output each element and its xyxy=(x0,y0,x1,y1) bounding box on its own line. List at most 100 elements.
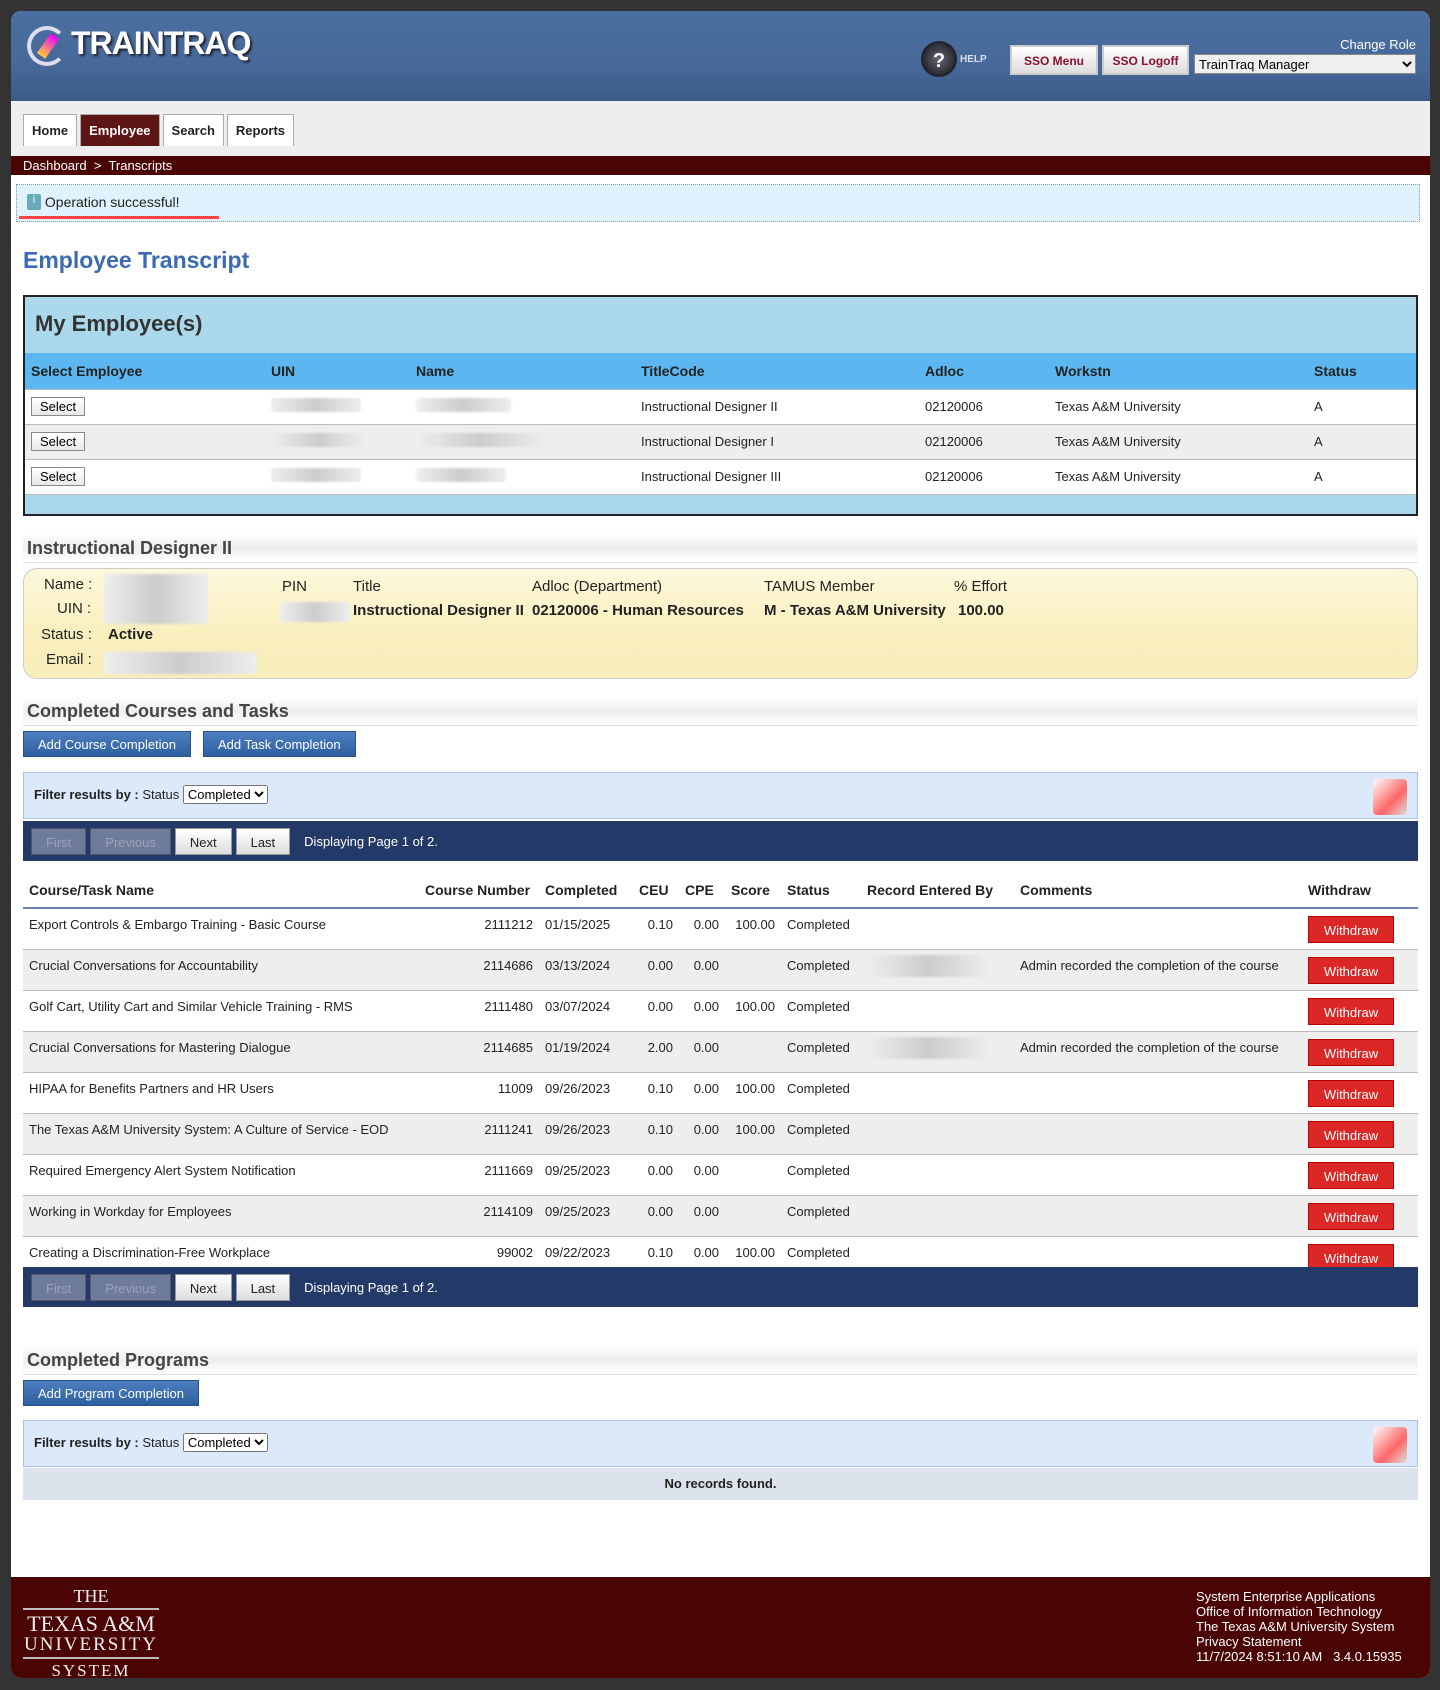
pin-label: PIN xyxy=(282,578,308,595)
withdraw-button[interactable]: Withdraw xyxy=(1308,956,1394,984)
withdraw-button[interactable]: Withdraw xyxy=(1308,997,1394,1025)
col-course-number: Course Number xyxy=(419,873,539,909)
comments xyxy=(1014,1112,1302,1154)
course-row: The Texas A&M University System: A Cultu… xyxy=(23,1112,1418,1154)
last-button[interactable]: Last xyxy=(235,827,291,855)
col-titlecode: TitleCode xyxy=(635,353,919,389)
last-button[interactable]: Last xyxy=(235,1273,291,1301)
footer-version: 3.4.0.15935 xyxy=(1333,1649,1402,1664)
course-status: Completed xyxy=(781,1153,861,1195)
withdraw-cell: Withdraw xyxy=(1302,1112,1418,1154)
pager-bottom: First Previous Next Last Displaying Page… xyxy=(23,1267,1418,1307)
employee-row: Select Instructional Designer I 02120006… xyxy=(25,423,1416,459)
tab-employee[interactable]: Employee xyxy=(80,114,160,146)
col-adloc: Adloc xyxy=(919,353,1049,389)
next-button[interactable]: Next xyxy=(174,827,232,855)
select-cell: Select xyxy=(25,423,265,459)
course-status: Completed xyxy=(781,948,861,990)
course-name: Required Emergency Alert System Notifica… xyxy=(23,1153,419,1195)
adloc-cell: 02120006 xyxy=(919,388,1049,424)
role-select[interactable]: TrainTraq Manager xyxy=(1194,54,1416,74)
info-icon: i xyxy=(27,194,41,210)
select-employee-button[interactable]: Select xyxy=(31,432,86,451)
titlecode-cell: Instructional Designer II xyxy=(635,388,919,424)
withdraw-button[interactable]: Withdraw xyxy=(1308,1243,1394,1271)
previous-button[interactable]: Previous xyxy=(90,827,171,855)
footer-oit-link[interactable]: Office of Information Technology xyxy=(1196,1604,1382,1619)
first-button[interactable]: First xyxy=(31,1273,87,1301)
col-entered-by: Record Entered By xyxy=(861,873,1014,909)
programs-filter: Filter results by : Status Completed xyxy=(23,1420,1418,1467)
previous-button[interactable]: Previous xyxy=(90,1273,171,1301)
breadcrumb: Dashboard > Transcripts xyxy=(11,156,1430,175)
workstn-cell: Texas A&M University xyxy=(1049,458,1308,494)
ceu: 0.00 xyxy=(633,989,679,1031)
privacy-statement-link[interactable]: Privacy Statement xyxy=(1196,1634,1302,1649)
help-button[interactable]: ? HELP xyxy=(921,41,987,77)
success-message: i Operation successful! xyxy=(16,184,1420,222)
breadcrumb-dashboard[interactable]: Dashboard xyxy=(23,158,87,173)
filter-status-label: Status xyxy=(142,787,180,802)
course-status: Completed xyxy=(781,1071,861,1113)
entered-by xyxy=(861,989,1014,1031)
pdf-export-icon[interactable] xyxy=(1373,1427,1407,1463)
employee-details: Name : UIN : Status : Active Email : PIN… xyxy=(23,568,1418,679)
completed-date: 09/26/2023 xyxy=(539,1071,633,1113)
select-employee-button[interactable]: Select xyxy=(31,397,86,416)
message-text: Operation successful! xyxy=(44,194,180,210)
breadcrumb-separator: > xyxy=(93,158,102,173)
sso-logoff-button[interactable]: SSO Logoff xyxy=(1102,45,1189,75)
withdraw-button[interactable]: Withdraw xyxy=(1308,1079,1394,1107)
score xyxy=(725,1030,781,1072)
table-footer xyxy=(25,493,1416,514)
col-course-name: Course/Task Name xyxy=(23,873,419,909)
my-employees-title: My Employee(s) xyxy=(35,311,203,336)
filter-label: Filter results by : xyxy=(34,787,139,802)
cpe: 0.00 xyxy=(679,989,725,1031)
withdraw-button[interactable]: Withdraw xyxy=(1308,1120,1394,1148)
programs-status-select[interactable]: Completed xyxy=(182,1433,268,1452)
score: 100.00 xyxy=(725,1071,781,1113)
col-workstn: Workstn xyxy=(1049,353,1308,389)
effort-label: % Effort xyxy=(954,578,1008,595)
entered-by xyxy=(861,948,1014,990)
traintraq-logo[interactable]: TRAINTRAQ xyxy=(27,25,251,66)
name-label: Name : xyxy=(44,576,93,593)
name-cell xyxy=(410,423,635,459)
course-row: HIPAA for Benefits Partners and HR Users… xyxy=(23,1071,1418,1113)
comments xyxy=(1014,907,1302,949)
message-underline xyxy=(19,216,219,219)
uin-redacted xyxy=(271,468,361,482)
page-info: Displaying Page 1 of 2. xyxy=(304,833,438,849)
workstn-cell: Texas A&M University xyxy=(1049,423,1308,459)
course-status: Completed xyxy=(781,1112,861,1154)
next-button[interactable]: Next xyxy=(174,1273,232,1301)
logo-line: TEXAS A&M xyxy=(27,1611,155,1636)
uin-cell xyxy=(265,458,410,494)
courses-status-select[interactable]: Completed xyxy=(182,785,268,804)
first-button[interactable]: First xyxy=(31,827,87,855)
course-status: Completed xyxy=(781,907,861,949)
course-status: Completed xyxy=(781,1194,861,1236)
select-employee-button[interactable]: Select xyxy=(31,467,86,486)
course-number: 2111212 xyxy=(419,907,539,949)
add-course-completion-button[interactable]: Add Course Completion xyxy=(23,731,192,757)
withdraw-button[interactable]: Withdraw xyxy=(1308,1202,1394,1230)
name-redacted xyxy=(416,468,506,482)
footer-tamus-link[interactable]: The Texas A&M University System xyxy=(1196,1619,1395,1634)
tab-search[interactable]: Search xyxy=(162,114,224,146)
pdf-export-icon[interactable] xyxy=(1373,779,1407,815)
comments: Admin recorded the completion of the cou… xyxy=(1014,1030,1302,1072)
add-program-completion-button[interactable]: Add Program Completion xyxy=(23,1380,199,1406)
withdraw-button[interactable]: Withdraw xyxy=(1308,916,1394,943)
add-task-completion-button[interactable]: Add Task Completion xyxy=(203,731,356,757)
footer-sea-link[interactable]: System Enterprise Applications xyxy=(1196,1589,1376,1604)
tab-home[interactable]: Home xyxy=(23,114,78,146)
withdraw-button[interactable]: Withdraw xyxy=(1308,1161,1394,1189)
sso-menu-button[interactable]: SSO Menu xyxy=(1010,45,1098,75)
adloc-cell: 02120006 xyxy=(919,423,1049,459)
tab-reports[interactable]: Reports xyxy=(226,114,295,146)
uin-label: UIN : xyxy=(57,600,92,617)
col-uin: UIN xyxy=(265,353,410,389)
withdraw-button[interactable]: Withdraw xyxy=(1308,1038,1394,1066)
